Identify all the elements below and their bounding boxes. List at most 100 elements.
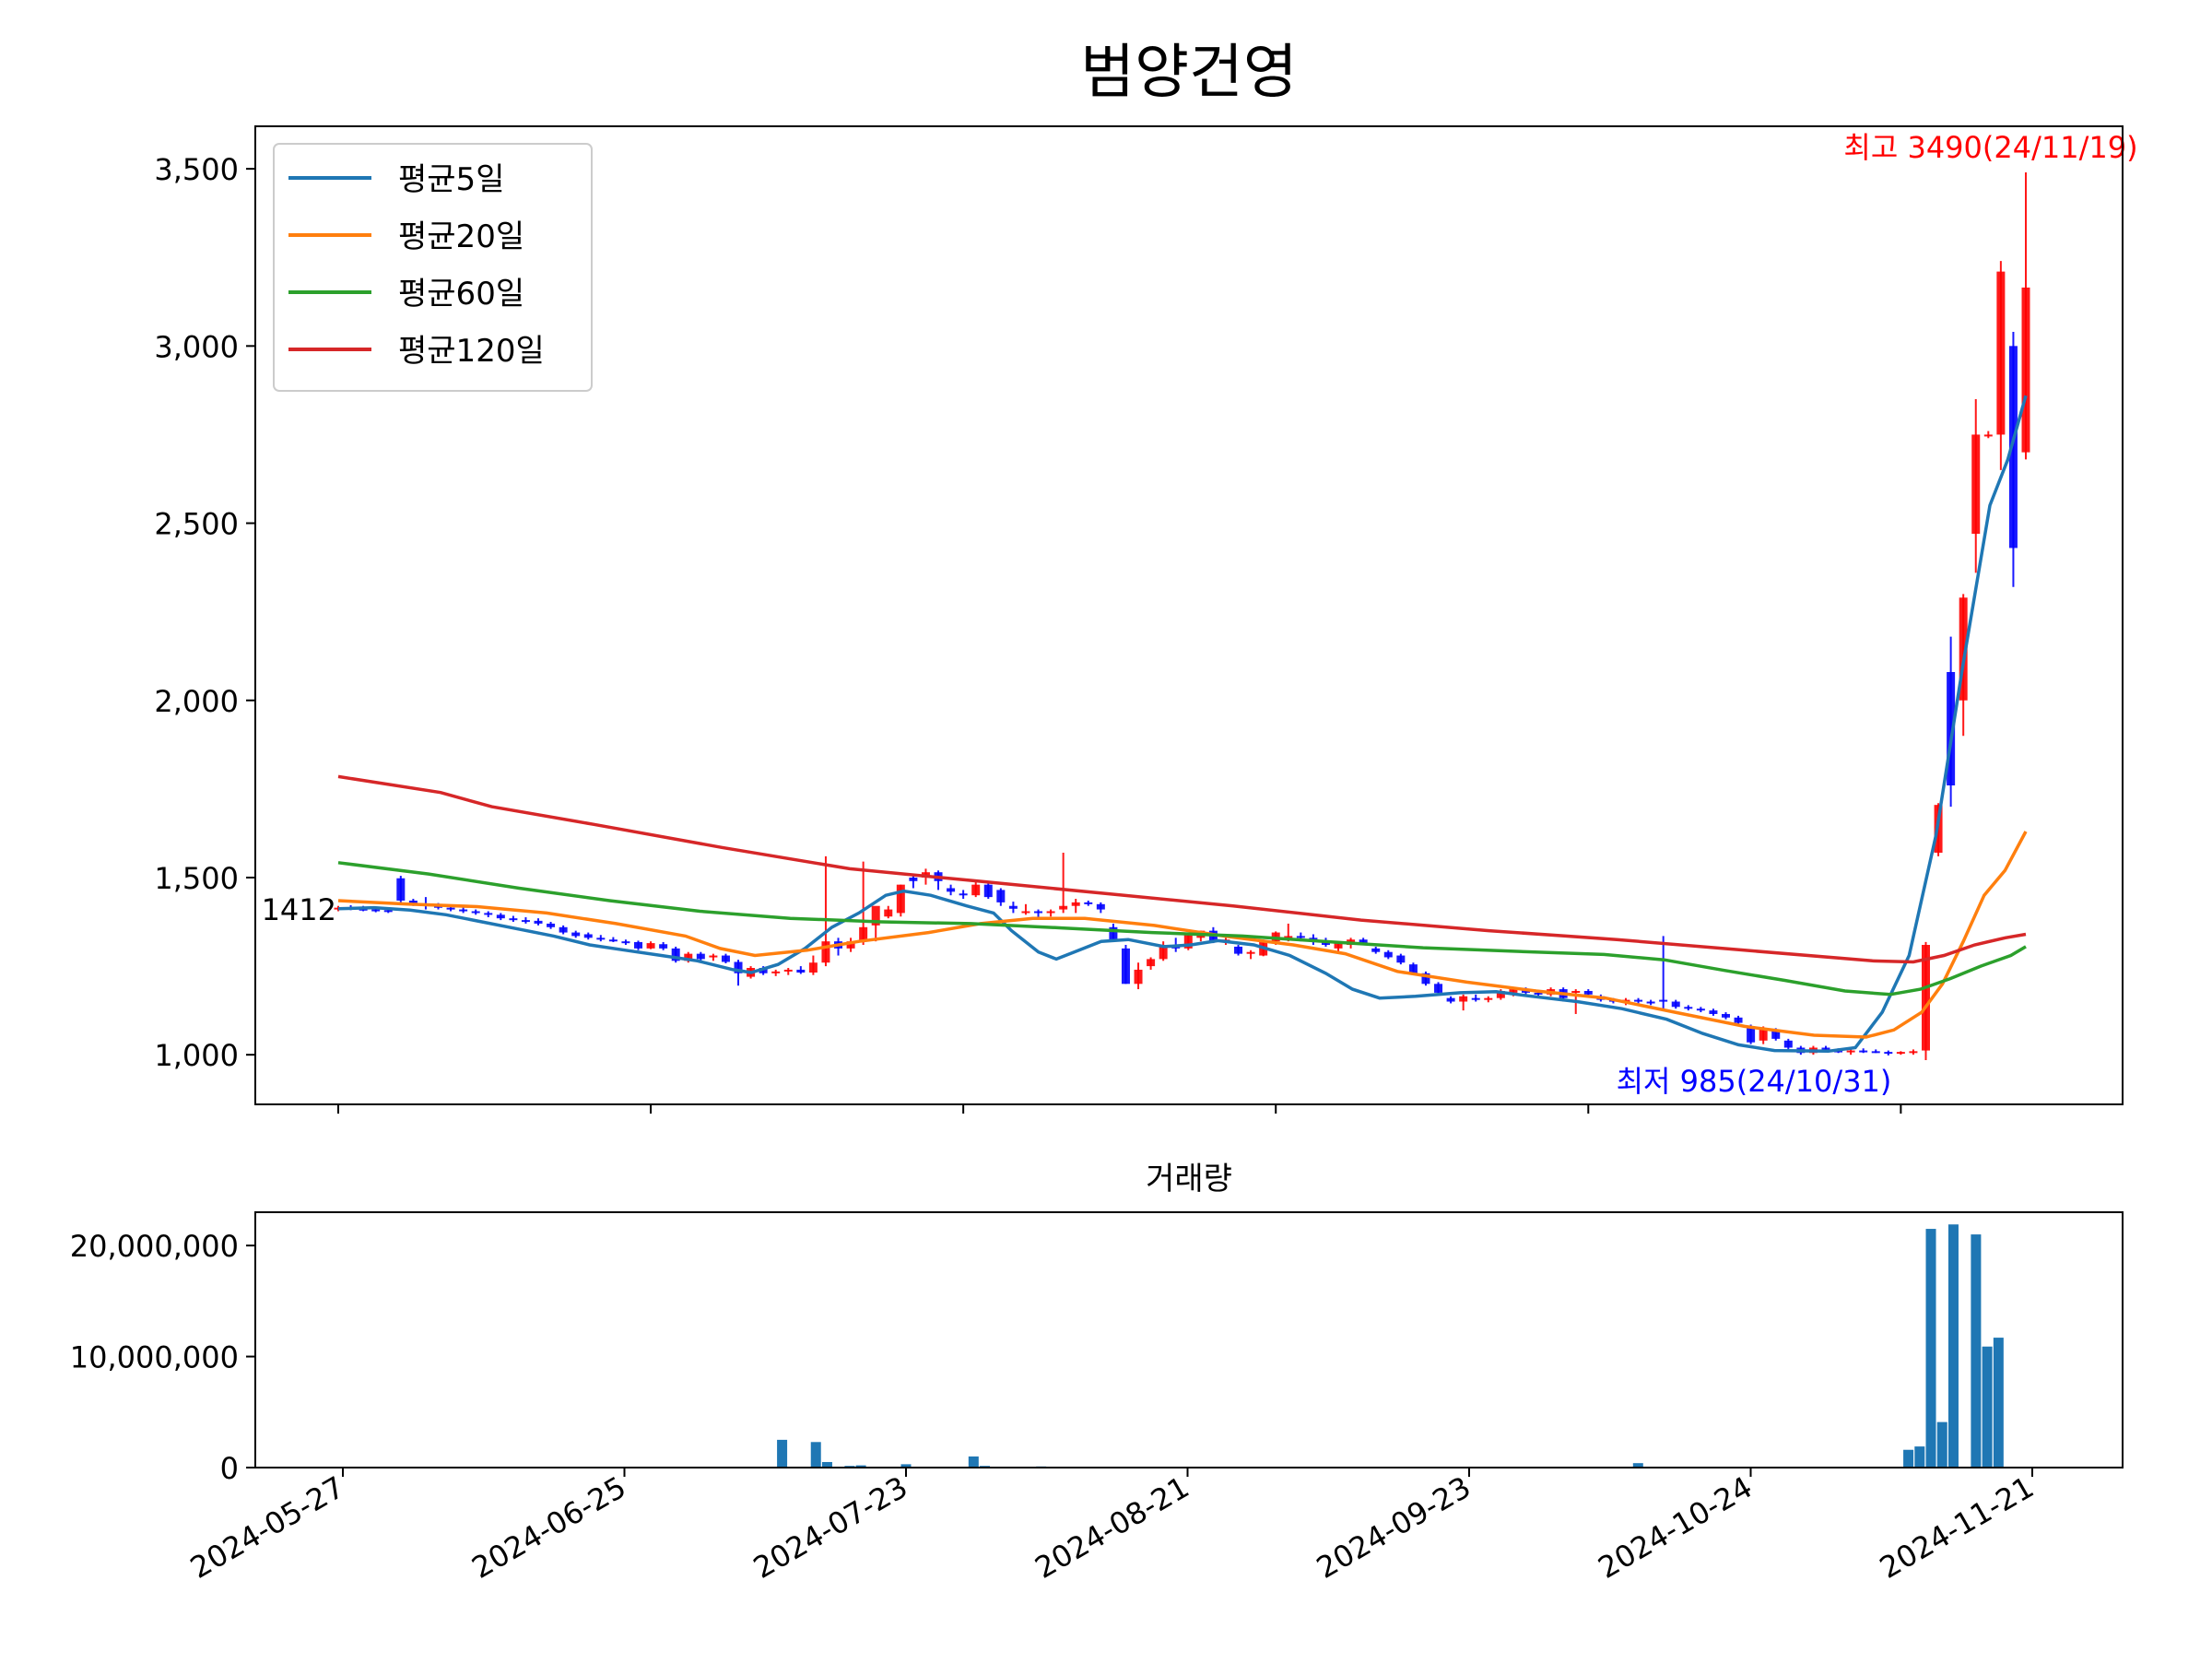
price-y-tick-label: 1,000 [154,1038,239,1073]
candle-body [396,878,406,901]
candle-body [1734,1017,1743,1023]
candle-body [1759,1028,1768,1041]
candle-body [1771,1030,1781,1039]
candle-body [1484,997,1493,1000]
candle-body [1121,948,1130,985]
candle-body [1971,434,1981,535]
candle-body [709,955,718,958]
volume-bar [821,1461,832,1468]
candle-body [559,926,568,933]
candle-body [671,948,680,961]
candle-body [1534,992,1543,995]
candle-body [646,943,655,949]
candle-body [1821,1047,1830,1051]
legend-label: 평균5일 [398,161,504,198]
legend-label: 평균60일 [398,276,524,313]
candle-body [371,909,381,912]
candle-body [1383,951,1393,958]
volume-x-tick-label: 2024-11-21 [1874,1469,2040,1586]
volume-bar [900,1464,912,1468]
candle-body [1884,1052,1893,1055]
candle-body [521,920,530,923]
candle-body [1671,1001,1680,1008]
candle-body [721,955,730,962]
legend-label: 평균20일 [398,218,524,255]
candle-body [1783,1040,1793,1048]
price-panel: 1,000 1,500 2,000 2,500 3,000 3,500 최고 3490(24… [154,125,2138,1114]
candle-body [1921,945,1930,1051]
volume-bar [1993,1338,2004,1468]
candle-body [1859,1050,1868,1053]
volume-bar [1914,1446,1925,1468]
candle-body [1959,597,1968,701]
price-y-tick-label: 3,500 [154,152,239,187]
candle-body [1034,911,1043,914]
candle-body [1008,905,1018,909]
candle-body [1471,997,1480,1000]
candle-body [1059,905,1068,910]
candle-body [1696,1008,1705,1011]
candle-body [534,920,543,924]
ma-line-4 [337,774,2027,964]
candle-body [1583,990,1593,995]
volume-x-tick-label: 2024-05-27 [184,1469,350,1586]
candle-body [496,914,505,919]
candle-body [1459,996,1468,1002]
candle-body [1096,903,1105,910]
volume-bar [1982,1346,1993,1468]
candle-body [1147,959,1156,967]
candle-body [808,962,818,973]
price-annotation: 1412 [262,892,336,927]
candle-body [1296,936,1305,938]
candle-body [509,918,518,921]
candle-body [1646,1001,1655,1004]
candle-body [446,907,455,910]
candle-body [471,911,480,914]
candle-body [359,908,368,911]
price-y-tick-label: 2,500 [154,507,239,542]
candle-body [408,900,418,904]
volume-bar [1903,1449,1914,1468]
volume-panel: 거래량 0 10,000,000 20,000,000 2024-05-27 2024-0… [70,1161,2124,1586]
candle-body [1408,964,1418,973]
candle-body [1421,973,1430,985]
price-y-tick-label: 1,500 [154,861,239,896]
volume-x-tick-label: 2024-06-25 [465,1469,631,1586]
volume-x-tick-label: 2024-09-23 [1311,1469,1477,1586]
volume-y-tick-label: 0 [220,1451,239,1486]
candle-body [759,967,768,973]
candle-body [1896,1052,1905,1055]
candle-body [459,909,468,912]
candle-body [484,913,493,915]
candle-body [947,888,956,892]
volume-plot-frame [254,1211,2124,1468]
candle-body [1109,926,1118,940]
candle-body [859,926,868,942]
candle-body [596,938,606,940]
volume-bar [1925,1229,1936,1468]
volume-bar [1971,1234,1982,1468]
candle-body [1183,934,1193,949]
candle-body [1246,951,1255,954]
candle-body [1134,969,1143,985]
candle-body [547,923,556,927]
candle-body [996,890,1006,902]
candle-body [1947,672,1956,786]
volume-bar [1632,1463,1643,1468]
candle-body [1334,941,1343,949]
candle-body [771,971,781,973]
price-y-tick-label: 3,000 [154,329,239,364]
candle-body [1846,1050,1855,1053]
candle-body [1747,1026,1756,1043]
candle-body [1721,1013,1730,1018]
price-plot-frame [254,125,2124,1105]
volume-x-tick-label: 2024-07-23 [747,1469,913,1586]
volume-bar [1936,1421,1947,1468]
legend-box [273,143,593,392]
volume-bar [968,1456,979,1468]
candle-body [1996,271,2006,435]
volume-y-tick-label: 10,000,000 [70,1340,239,1375]
